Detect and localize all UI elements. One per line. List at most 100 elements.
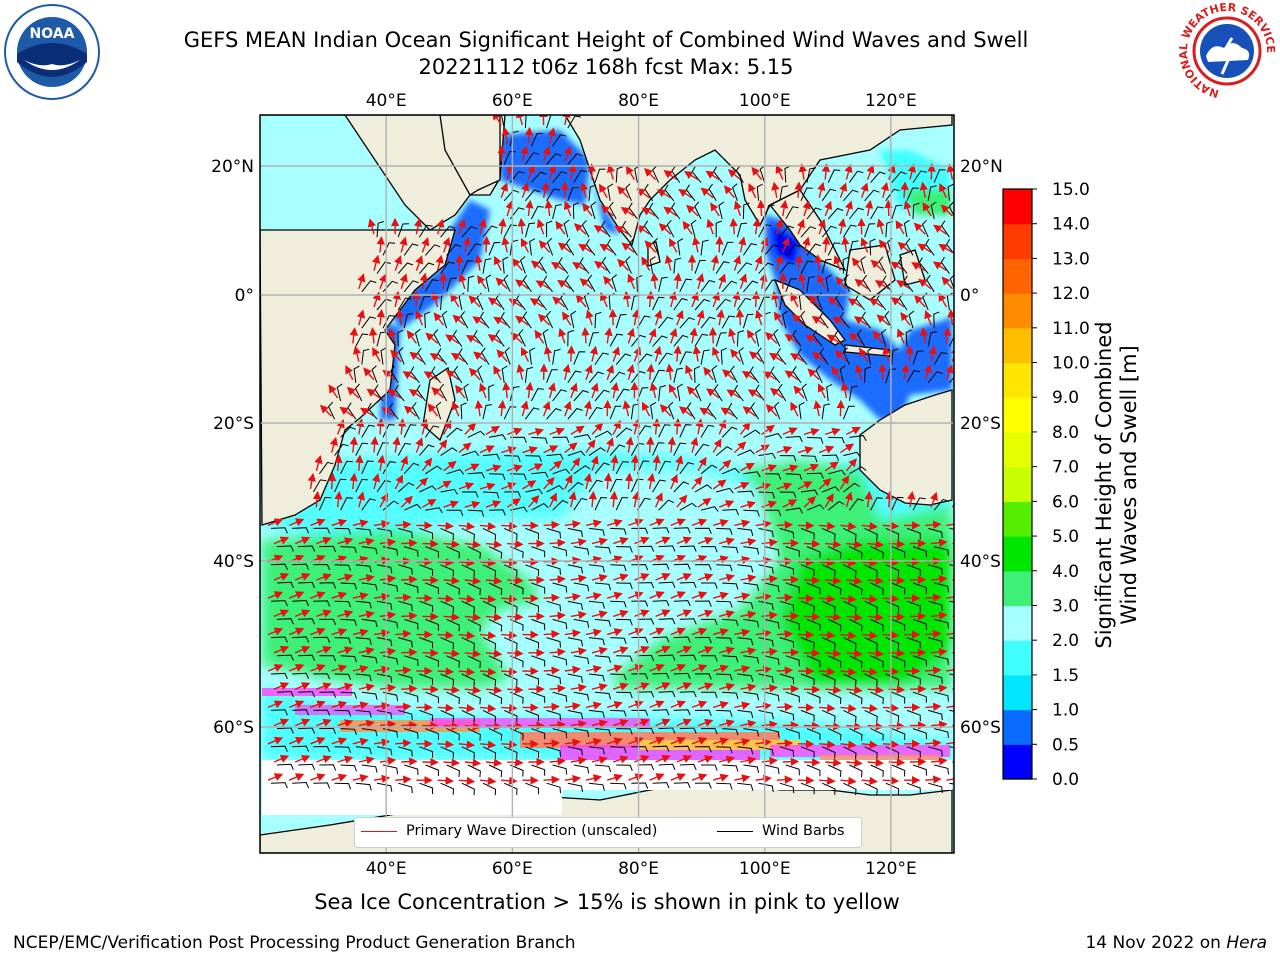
wind-barb [737,449,755,457]
wind-barb [594,430,613,438]
wind-barb [615,496,629,511]
wave-arrow [752,217,761,235]
wind-barb [822,486,840,493]
wind-barb [588,479,603,493]
lon-tick-label-top: 120°E [865,91,917,111]
wind-barb [482,673,497,687]
wind-barb [860,256,866,274]
wind-barb [313,636,331,643]
wind-barb [821,225,837,238]
wind-barb [658,727,676,734]
wind-barb [567,187,579,201]
colorbar-ticks: 0.0 0.5 1.0 1.5 2.0 3.0 4.0 5.0 6.0 7.0 8.0 9.0 10.0… [1032,180,1090,790]
wave-arrow [855,364,864,381]
wind-barb [891,618,906,631]
wind-barb [764,546,780,556]
wave-arrow [776,775,794,784]
wind-barb [885,709,900,723]
wind-barb [764,433,783,439]
wave-arrow [649,382,658,399]
wave-arrow [755,309,764,326]
wave-arrow [824,200,833,217]
wave-arrow [543,666,560,675]
wave-arrow [776,739,794,748]
wind-barb [849,466,867,475]
colorbar-segment [1003,258,1032,294]
wind-barb [701,582,718,589]
wave-arrow [472,316,487,326]
wind-barb [440,527,454,541]
wind-barb [825,274,832,292]
wind-barb [531,502,549,511]
wind-barb [616,728,633,735]
wave-arrow [923,364,932,381]
wind-barb [525,189,541,202]
wave-arrow [473,351,487,363]
wind-barb [912,170,927,183]
wind-barb [864,527,878,541]
wave-arrow [579,278,593,290]
wind-barb [694,782,712,789]
wind-barb [827,546,842,559]
wind-barb [609,444,626,456]
wave-arrow [939,182,948,199]
wind-barb [361,546,378,555]
wind-barb [424,425,440,438]
lon-tick-label-top: 100°E [739,91,791,111]
wind-barb [721,426,738,438]
wind-barb [319,618,337,625]
wind-barb [440,225,456,238]
wave-arrow [940,204,953,217]
wind-barb [403,313,414,329]
wind-barb [276,545,294,552]
wind-barb [679,654,697,661]
wind-barb [701,618,718,626]
wind-barb [828,436,845,444]
wind-barb [609,478,623,493]
wind-barb [567,709,583,720]
wind-barb [425,465,443,475]
wind-barb [546,237,554,256]
wind-barb [552,618,568,630]
wind-barb [721,241,734,256]
wind-barb [934,582,949,593]
wind-barb [610,527,627,535]
lon-ticks-bottom: 40°E 60°E 80°E 100°E 120°E [366,859,917,879]
wave-arrow [673,272,682,289]
wind-barb [652,479,666,493]
wind-barb [631,673,649,680]
wave-arrow [505,200,514,217]
wave-arrow [437,594,454,603]
wind-barb [827,207,844,220]
wave-arrow [696,309,705,326]
wave-arrow [641,207,656,217]
wind-barb [531,582,546,594]
wind-barb [694,636,712,644]
wave-arrow [917,243,932,253]
wind-barb [292,599,310,607]
wave-arrow [520,400,529,417]
wind-barb [398,527,413,539]
wind-barb [488,582,503,596]
wave-arrow [507,576,524,585]
wind-barb [376,331,387,347]
wave-arrow [431,387,445,399]
wind-barb [398,637,413,648]
wind-barb [864,189,880,202]
wind-barb [376,261,391,274]
wind-barb [292,781,310,789]
wave-arrow [754,255,763,271]
wind-barb [673,334,689,347]
lat-tick-label-left: 20°S [213,414,254,434]
wind-barb [826,383,833,402]
wind-barb [573,691,590,701]
wind-barb [806,276,815,292]
wind-barb [649,256,656,274]
wave-arrow [502,381,511,399]
wind-barb [573,582,590,592]
wind-barb [864,782,878,796]
wave-arrow [610,381,620,399]
wind-barb [821,188,837,202]
wind-barb [690,219,697,238]
colorbar-tick-label: 11.0 [1052,319,1090,339]
